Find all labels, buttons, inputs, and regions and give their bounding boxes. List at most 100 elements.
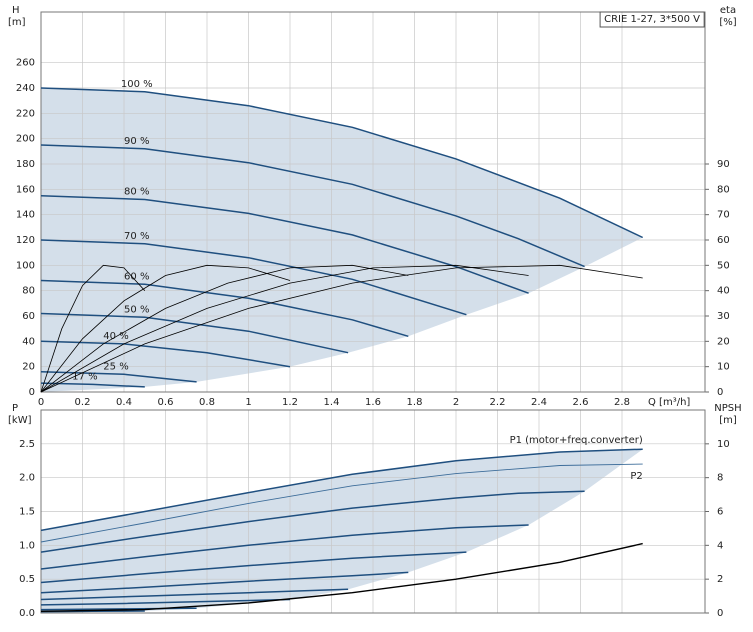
curve [40, 279, 409, 338]
y2-tick-label: 30 [717, 311, 730, 322]
curve [40, 239, 467, 316]
y-tick-label: 60 [22, 311, 35, 322]
y2-tick-label: 50 [717, 260, 730, 271]
curve-label: P1 (motor+freq.converter) [510, 435, 643, 446]
curve-label: 17 % [72, 371, 97, 382]
title-box [599, 11, 705, 28]
x-tick-label: 1.4 [324, 397, 340, 408]
x-tick-label: 0.4 [116, 397, 132, 408]
curve-label: 25 % [103, 361, 128, 372]
y-tick-label: 160 [16, 184, 35, 195]
y-tick-label: 2.5 [19, 439, 35, 450]
y2-tick-label: 90 [717, 159, 730, 170]
curve [40, 370, 197, 383]
x-axis-label: Q [m³/h] [648, 397, 690, 408]
y-tick-label: 180 [16, 159, 35, 170]
curve [40, 264, 529, 393]
curve-label: 60 % [124, 271, 149, 282]
curve [40, 524, 529, 570]
y2-tick-label: 10 [717, 362, 730, 373]
curve [40, 448, 643, 532]
curve [40, 312, 349, 354]
x-tick-label: 0.6 [158, 397, 174, 408]
y2-tick-label: 20 [717, 336, 730, 347]
curve [40, 463, 643, 543]
y-tick-label: 120 [16, 235, 35, 246]
curve [40, 264, 146, 393]
y-tick-label: 80 [22, 286, 35, 297]
curve-label: 50 % [124, 304, 149, 315]
y2-tick-label: 40 [717, 286, 730, 297]
curve-label: 90 % [124, 136, 149, 147]
y2-tick-label: 4 [717, 540, 723, 551]
y-tick-label: 20 [22, 362, 35, 373]
y-tick-label: 100 [16, 260, 35, 271]
plot-frame [40, 409, 706, 614]
x-tick-label: 0 [38, 397, 44, 408]
y-tick-label: 220 [16, 108, 35, 119]
y-tick-label: 0 [29, 387, 35, 398]
y2-axis-label: NPSH [714, 403, 741, 414]
curve [40, 490, 585, 553]
x-tick-label: 1.8 [407, 397, 423, 408]
x-tick-label: 2.8 [614, 397, 630, 408]
y2-tick-label: 6 [717, 507, 723, 518]
y2-tick-label: 0 [717, 387, 723, 398]
y2-axis-unit: [m] [719, 415, 737, 426]
y-axis-label: H [12, 5, 20, 16]
curve [40, 87, 644, 239]
curve-label: 100 % [121, 79, 153, 90]
curve-label: P2 [630, 471, 642, 482]
y-axis-unit: [kW] [8, 415, 32, 426]
curve [40, 194, 529, 294]
curve [40, 264, 643, 393]
y-tick-label: 260 [16, 58, 35, 69]
curve [40, 598, 291, 606]
y2-tick-label: 60 [717, 235, 730, 246]
y-tick-label: 140 [16, 210, 35, 221]
y-tick-label: 1.5 [19, 507, 35, 518]
y2-tick-label: 2 [717, 574, 723, 585]
chart-title: CRIE 1-27, 3*500 V [604, 14, 700, 25]
x-tick-label: 1.2 [282, 397, 298, 408]
y2-tick-label: 70 [717, 210, 730, 221]
operating-area [41, 449, 643, 613]
curve [40, 382, 145, 388]
y-tick-label: 1.0 [19, 540, 35, 551]
y2-axis-unit: [%] [719, 17, 736, 28]
curve-label: 70 % [124, 231, 149, 242]
x-tick-label: 0.2 [75, 397, 91, 408]
x-tick-label: 2.2 [490, 397, 506, 408]
y2-tick-label: 8 [717, 473, 723, 484]
curve-label: 80 % [124, 186, 149, 197]
y-tick-label: 200 [16, 134, 35, 145]
x-tick-label: 2 [453, 397, 459, 408]
x-tick-label: 1 [245, 397, 251, 408]
y2-tick-label: 0 [717, 608, 723, 619]
y-tick-label: 40 [22, 336, 35, 347]
curve [40, 571, 409, 594]
y-tick-label: 0.0 [19, 608, 35, 619]
curve [40, 264, 409, 393]
curve [40, 588, 349, 601]
x-tick-label: 0.8 [199, 397, 215, 408]
plot-frame [40, 11, 706, 393]
x-tick-label: 1.6 [365, 397, 381, 408]
curve [40, 551, 467, 584]
y-tick-label: 240 [16, 83, 35, 94]
y2-tick-label: 80 [717, 184, 730, 195]
y-tick-label: 2.0 [19, 473, 35, 484]
x-tick-label: 2.4 [531, 397, 547, 408]
y-tick-label: 0.5 [19, 574, 35, 585]
curve [40, 144, 585, 268]
curve [40, 542, 643, 612]
curve [40, 264, 291, 393]
y2-axis-label: eta [720, 5, 736, 16]
y2-tick-label: 10 [717, 439, 730, 450]
y-axis-unit: [m] [8, 17, 26, 28]
x-tick-label: 2.6 [573, 397, 589, 408]
y-axis-label: P [12, 403, 18, 414]
curve [40, 340, 291, 368]
